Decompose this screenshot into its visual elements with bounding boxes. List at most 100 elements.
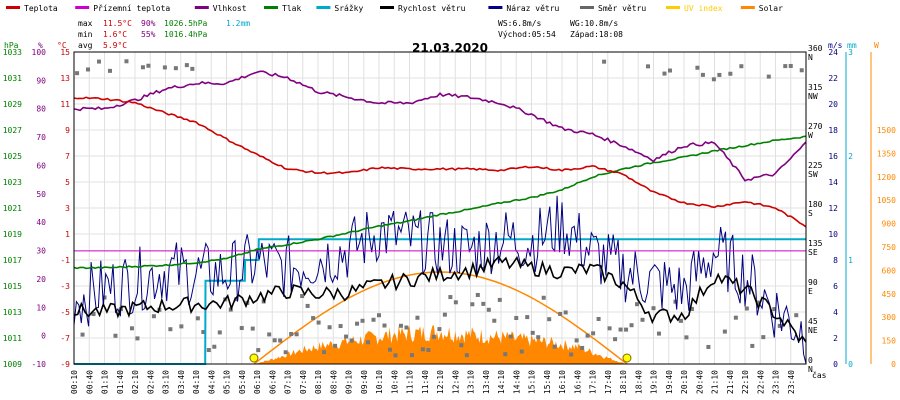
winddir-point: [591, 331, 596, 336]
winddir-point: [80, 332, 85, 337]
humidity-tick-8: 20: [36, 275, 46, 284]
winddir-point: [431, 334, 436, 339]
windspeed-tick-10: 4: [833, 308, 838, 317]
temp-tick-7: 1: [65, 230, 70, 239]
winddir-label-5: SE: [808, 248, 818, 257]
winddir-point: [140, 65, 145, 70]
rain-tick-2: 1: [848, 256, 853, 265]
legend-label-9: Solar: [759, 4, 783, 13]
winddir-label-3: SW: [808, 170, 818, 179]
x-tick-47: 23:40: [787, 370, 796, 394]
winddir-label-4: S: [808, 209, 813, 218]
winddir-point: [366, 340, 371, 345]
x-tick-11: 05:40: [238, 370, 247, 394]
legend-swatch-3: [264, 6, 278, 9]
x-tick-2: 01:10: [101, 370, 110, 394]
legend-swatch-5: [380, 6, 394, 9]
stat-temp-min: 1.6°C: [103, 30, 127, 39]
x-tick-35: 17:40: [604, 370, 613, 394]
winddir-point: [536, 335, 541, 340]
x-tick-33: 16:40: [573, 370, 582, 394]
x-tick-3: 01:40: [116, 370, 125, 394]
windspeed-tick-11: 2: [833, 334, 838, 343]
winddir-point: [558, 311, 563, 316]
legend-swatch-7: [580, 6, 594, 9]
plot-frame: [73, 51, 807, 365]
winddir-point: [717, 72, 722, 77]
winddir-point: [525, 315, 530, 320]
x-tick-26: 13:10: [467, 370, 476, 394]
x-tick-12: 06:10: [253, 370, 262, 394]
winddir-point: [344, 334, 349, 339]
stat-rain-total: 1.2mm: [226, 19, 250, 28]
winddir-point: [667, 68, 672, 73]
series-vlhkost: [73, 70, 807, 182]
winddir-point: [459, 343, 464, 348]
series-teplota: [73, 96, 807, 228]
legend: Teplota Přízemní teplota Vlhkost Tlak Srážky…: [6, 4, 783, 13]
stat-min-label: min: [78, 30, 93, 39]
winddir-point: [497, 297, 502, 302]
series-rychlost-v-tru: [73, 255, 807, 343]
legend-swatch-0: [6, 6, 20, 9]
winddir-point: [135, 336, 140, 341]
solar-tick-4: 900: [882, 220, 897, 229]
stats-box: max 11.5°C 90% 1026.5hPa 1.2mm min 1.6°C…: [78, 19, 250, 50]
winddir-point: [766, 74, 771, 79]
pressure-tick-2: 1029: [3, 100, 22, 109]
winddir-point: [420, 347, 425, 352]
winddir-point: [783, 64, 788, 69]
winddir-tick-2: 270: [808, 122, 823, 131]
x-axis-label: čas: [812, 370, 827, 380]
series-tlak: [73, 135, 807, 270]
x-tick-37: 18:40: [634, 370, 643, 394]
winddir-tick-7: 45: [808, 317, 818, 326]
winddir-point: [481, 301, 486, 306]
x-tick-25: 12:40: [451, 370, 460, 394]
solar-tick-2: 1200: [877, 173, 896, 182]
winddir-point: [618, 327, 623, 332]
windspeed-tick-8: 8: [833, 256, 838, 265]
legend-label-4: Srážky: [334, 4, 363, 13]
x-tick-14: 07:10: [284, 370, 293, 394]
winddir-point: [333, 343, 338, 348]
wind-info-sunrise: Východ:05:54: [498, 30, 556, 39]
winddir-point: [739, 64, 744, 69]
winddir-point: [711, 77, 716, 82]
winddir-point: [508, 334, 513, 339]
temp-tick-6: 3: [65, 204, 70, 213]
winddir-point: [179, 324, 184, 329]
x-tick-39: 19:40: [665, 370, 674, 394]
winddir-point: [349, 338, 354, 343]
x-tick-38: 19:10: [650, 370, 659, 394]
pressure-tick-9: 1015: [3, 282, 22, 291]
winddir-point: [761, 335, 766, 340]
winddir-tick-3: 225: [808, 161, 823, 170]
winddir-point: [355, 321, 360, 326]
x-tick-27: 13:40: [482, 370, 491, 394]
winddir-point: [635, 302, 640, 307]
humidity-tick-9: 10: [36, 303, 46, 312]
sunset-marker: [622, 353, 632, 363]
winddir-point: [393, 353, 398, 358]
winddir-point: [656, 331, 661, 336]
legend-label-6: Náraz větru: [506, 4, 559, 13]
x-tick-9: 04:40: [207, 370, 216, 394]
winddir-point: [387, 347, 392, 352]
winddir-point: [272, 338, 277, 343]
legend-swatch-4: [316, 6, 331, 9]
stat-hum-max: 90%: [141, 19, 156, 28]
winddir-point: [168, 327, 173, 332]
winddir-point: [453, 300, 458, 305]
winddir-label-1: NW: [808, 92, 818, 101]
solar-tick-8: 300: [882, 313, 897, 322]
temp-tick-4: 7: [65, 152, 70, 161]
winddir-point: [788, 63, 793, 68]
winddir-point: [250, 326, 255, 331]
solar-tick-7: 450: [882, 290, 897, 299]
winddir-point: [173, 66, 178, 71]
temp-tick-0: 15: [60, 48, 70, 57]
humidity-tick-1: 90: [36, 76, 46, 85]
winddir-tick-6: 90: [808, 278, 818, 287]
winddir-point: [294, 332, 299, 337]
